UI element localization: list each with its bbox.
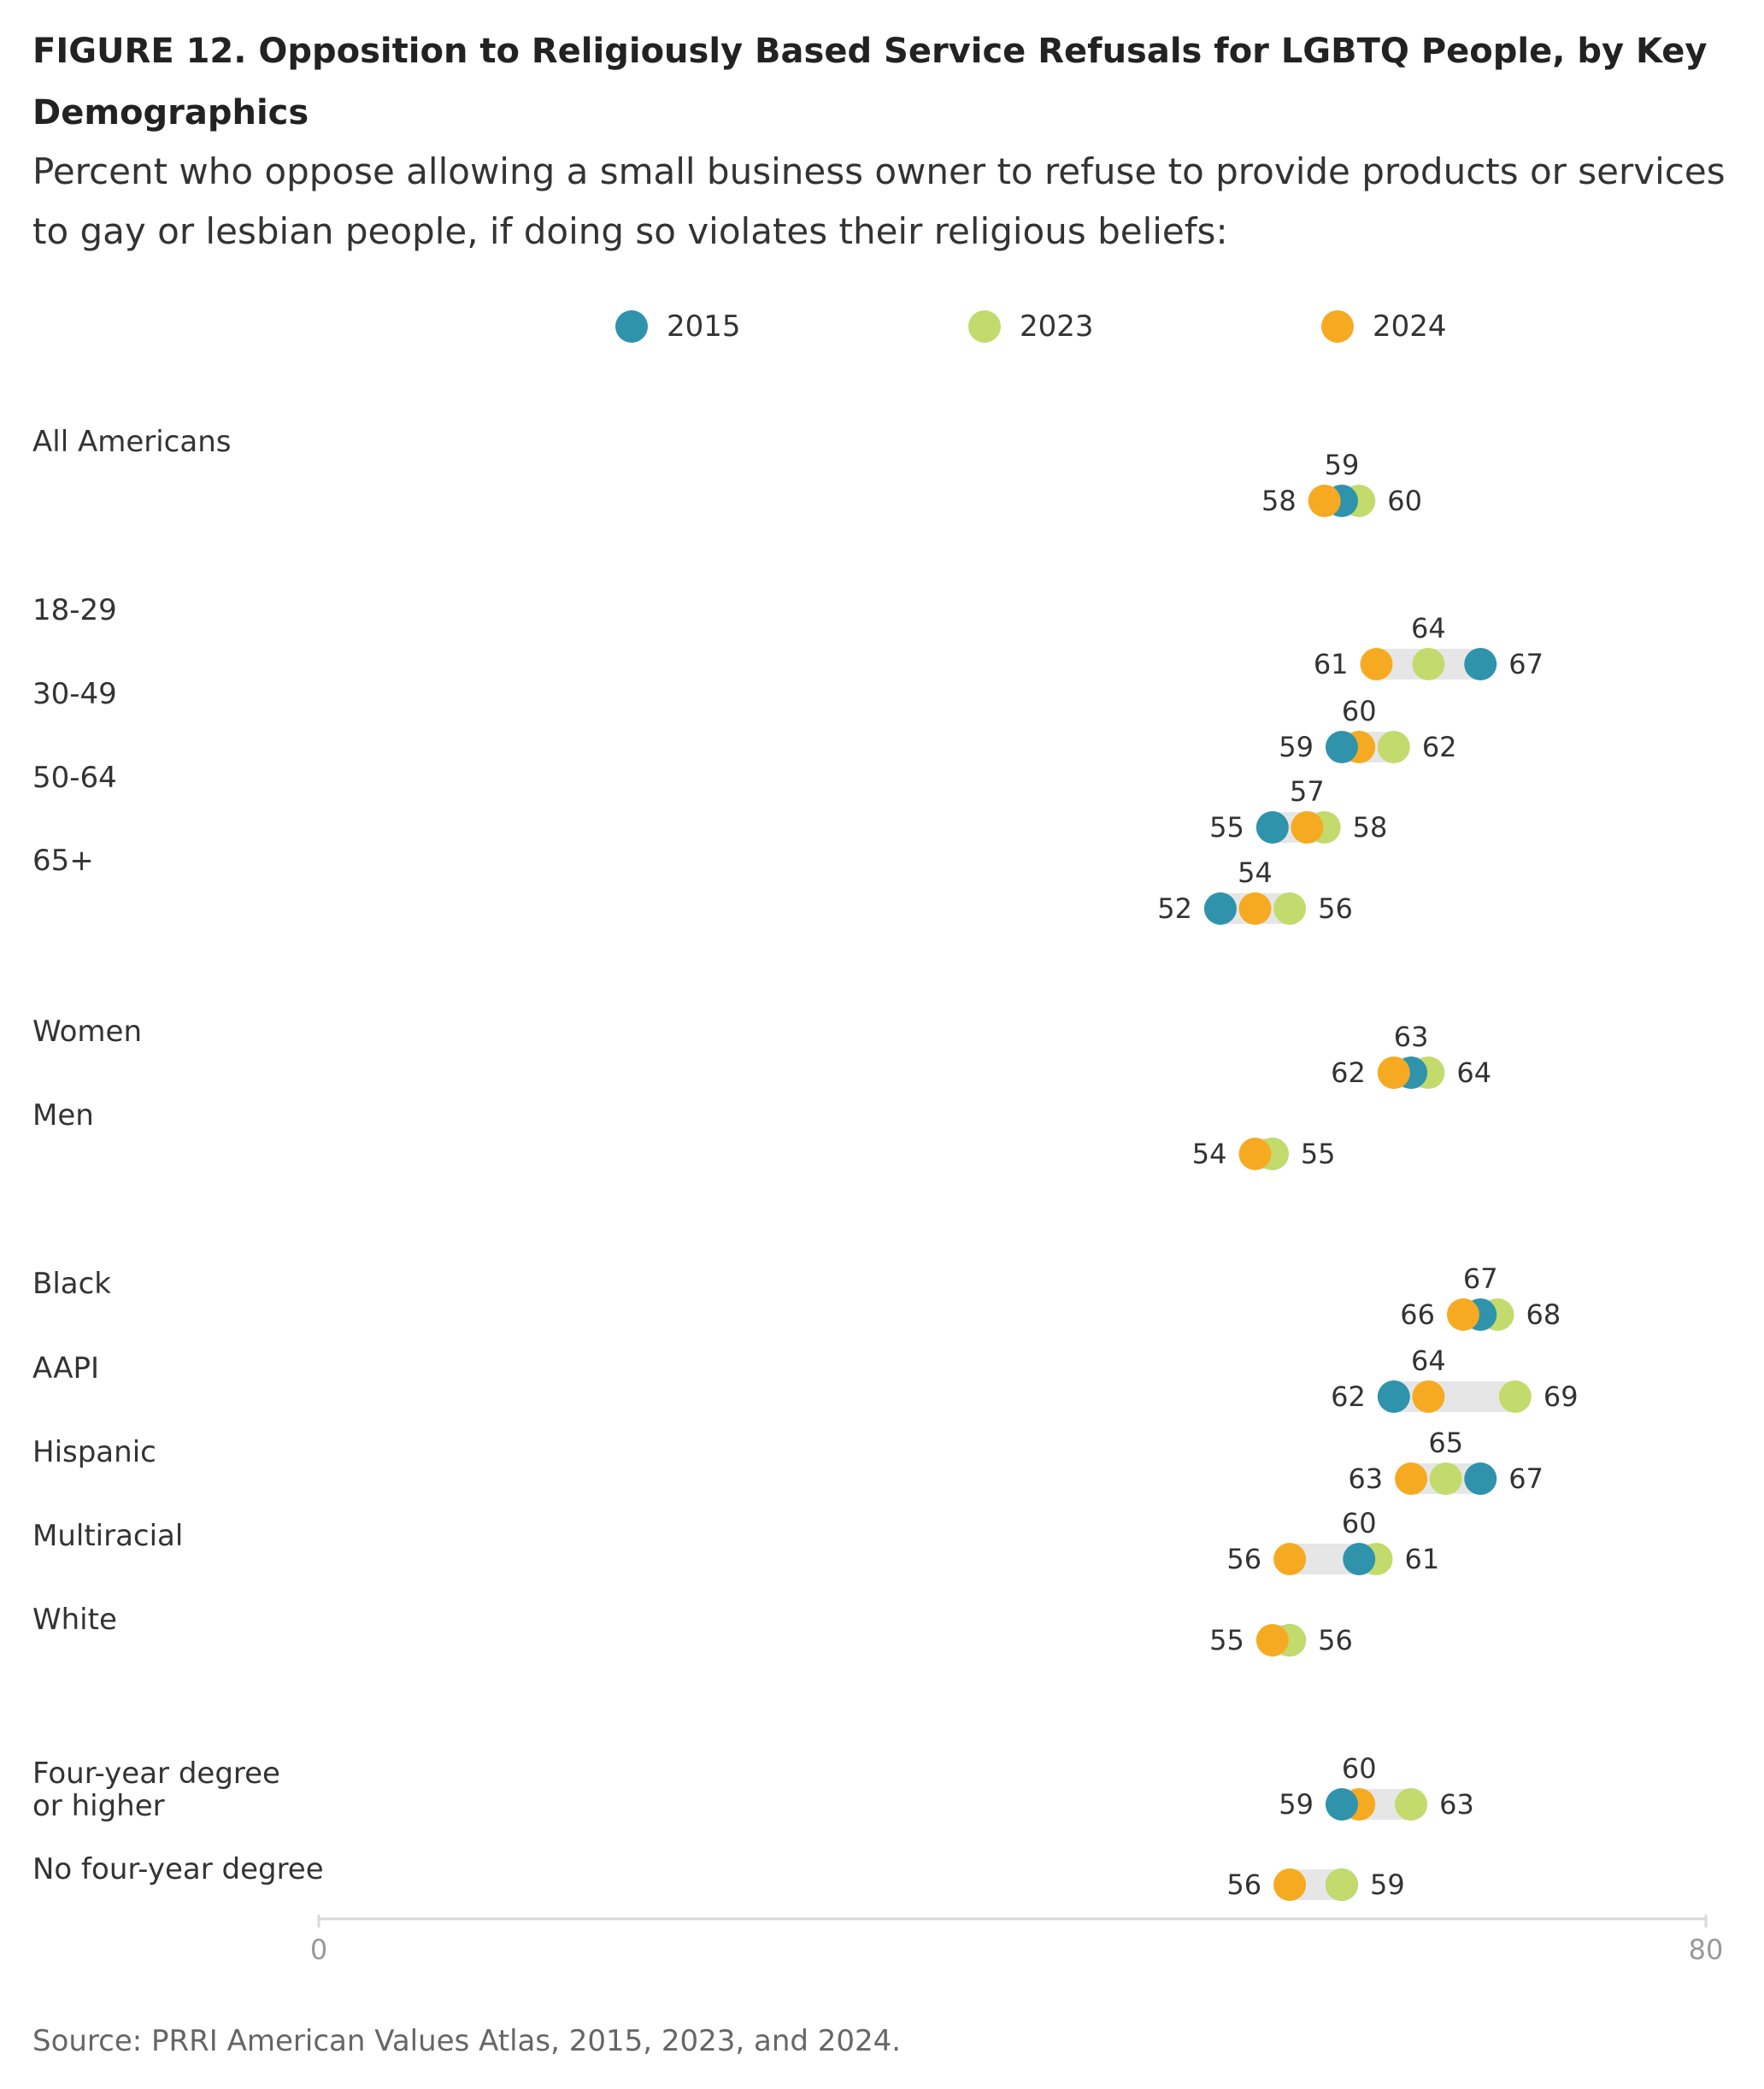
- dot-2015: [1325, 731, 1358, 763]
- dot-2015: [1377, 1380, 1410, 1413]
- value-label-max: 68: [1526, 1298, 1561, 1331]
- value-label-min: 59: [1279, 731, 1314, 763]
- value-label-max: 55: [1301, 1138, 1336, 1170]
- row-label: No four-year degree: [32, 1852, 324, 1886]
- dot-2023: [1377, 731, 1410, 763]
- row-label: Women: [32, 1015, 143, 1049]
- legend-swatch-2015: [615, 310, 648, 343]
- value-label-min: 55: [1209, 811, 1244, 844]
- row-label: White: [32, 1603, 117, 1637]
- value-label-mid: 54: [1238, 856, 1273, 889]
- dot-2015: [1464, 1462, 1497, 1495]
- dot-2024: [1395, 1462, 1428, 1495]
- value-label-mid: 65: [1428, 1427, 1463, 1459]
- dot-2024: [1377, 1056, 1410, 1089]
- dot-2023: [1412, 648, 1445, 680]
- value-label-min: 56: [1226, 1868, 1261, 1901]
- x-tick-label-80: 80: [1689, 1933, 1724, 1966]
- dot-2024: [1238, 892, 1272, 925]
- value-label-mid: 60: [1342, 695, 1377, 727]
- dot-2024: [1308, 485, 1341, 517]
- dot-2023: [1273, 892, 1307, 925]
- dot-2015: [1203, 892, 1237, 925]
- row-label: 18-29: [32, 593, 117, 627]
- value-label-max: 58: [1353, 811, 1388, 844]
- legend-label-2023: 2023: [1020, 309, 1094, 344]
- value-label-mid: 64: [1411, 612, 1446, 644]
- dot-2023: [1429, 1462, 1462, 1495]
- x-tick-label-0: 0: [310, 1933, 327, 1966]
- chart-title: FIGURE 12. Opposition to Religiously Bas…: [32, 32, 1708, 132]
- value-label-min: 61: [1314, 648, 1349, 680]
- row-label: All Americans: [32, 425, 232, 459]
- value-label-max: 64: [1456, 1056, 1491, 1089]
- dot-2024: [1273, 1543, 1307, 1575]
- value-label-mid: 64: [1411, 1345, 1446, 1377]
- dot-2024: [1412, 1380, 1445, 1413]
- legend-item-2015: 2015: [615, 308, 741, 345]
- value-label-min: 62: [1331, 1380, 1366, 1413]
- dot-2024: [1273, 1868, 1307, 1901]
- dot-2015: [1325, 1788, 1358, 1821]
- value-label-min: 66: [1400, 1298, 1435, 1331]
- value-label-max: 59: [1370, 1868, 1405, 1901]
- source-note: Source: PRRI American Values Atlas, 2015…: [32, 2024, 902, 2058]
- dot-2023: [1395, 1788, 1428, 1821]
- value-label-min: 52: [1157, 892, 1192, 925]
- value-label-mid: 59: [1325, 449, 1360, 481]
- value-label-min: 62: [1331, 1056, 1366, 1089]
- value-label-max: 60: [1387, 485, 1422, 517]
- value-label-max: 67: [1508, 648, 1544, 680]
- legend-swatch-2024: [1321, 310, 1354, 343]
- value-label-mid: 57: [1290, 775, 1325, 808]
- row-label: Hispanic: [32, 1435, 156, 1469]
- row-label: Four-year degree or higher: [32, 1757, 280, 1823]
- row-label: Men: [32, 1098, 94, 1133]
- dot-2024: [1238, 1138, 1272, 1170]
- dot-2015: [1255, 811, 1289, 844]
- value-label-mid: 60: [1342, 1507, 1377, 1539]
- dot-2023: [1325, 1868, 1358, 1901]
- legend-item-2023: 2023: [968, 308, 1094, 345]
- value-label-max: 61: [1405, 1543, 1440, 1575]
- legend-item-2024: 2024: [1321, 308, 1447, 345]
- row-label: 50-64: [32, 761, 117, 795]
- legend-swatch-2023: [968, 310, 1001, 343]
- row-label: AAPI: [32, 1351, 99, 1386]
- value-label-min: 59: [1279, 1788, 1314, 1821]
- row-label: 65+: [32, 844, 94, 878]
- value-label-mid: 60: [1342, 1752, 1377, 1785]
- value-label-min: 58: [1261, 485, 1297, 517]
- row-label: 30-49: [32, 677, 117, 711]
- value-label-mid: 67: [1463, 1262, 1498, 1295]
- value-label-max: 63: [1439, 1788, 1474, 1821]
- legend-label-2015: 2015: [667, 309, 741, 344]
- value-label-max: 62: [1422, 731, 1457, 763]
- dot-2024: [1255, 1624, 1289, 1656]
- row-label: Black: [32, 1267, 111, 1301]
- value-label-min: 63: [1348, 1462, 1383, 1495]
- legend-label-2024: 2024: [1373, 309, 1447, 344]
- value-label-max: 69: [1544, 1380, 1579, 1413]
- value-label-max: 67: [1508, 1462, 1544, 1495]
- value-label-max: 56: [1318, 892, 1353, 925]
- value-label-mid: 63: [1394, 1021, 1429, 1053]
- dot-2015: [1343, 1543, 1376, 1575]
- dot-2024: [1360, 648, 1393, 680]
- dot-2015: [1464, 648, 1497, 680]
- value-label-max: 56: [1318, 1624, 1353, 1656]
- dot-2023: [1498, 1380, 1532, 1413]
- value-label-min: 56: [1226, 1543, 1261, 1575]
- chart-subtitle: Percent who oppose allowing a small busi…: [32, 150, 1726, 252]
- value-label-min: 54: [1192, 1138, 1227, 1170]
- row-label: Multiracial: [32, 1519, 184, 1553]
- dot-2024: [1446, 1298, 1479, 1331]
- value-label-min: 55: [1209, 1624, 1244, 1656]
- dot-2024: [1291, 811, 1324, 844]
